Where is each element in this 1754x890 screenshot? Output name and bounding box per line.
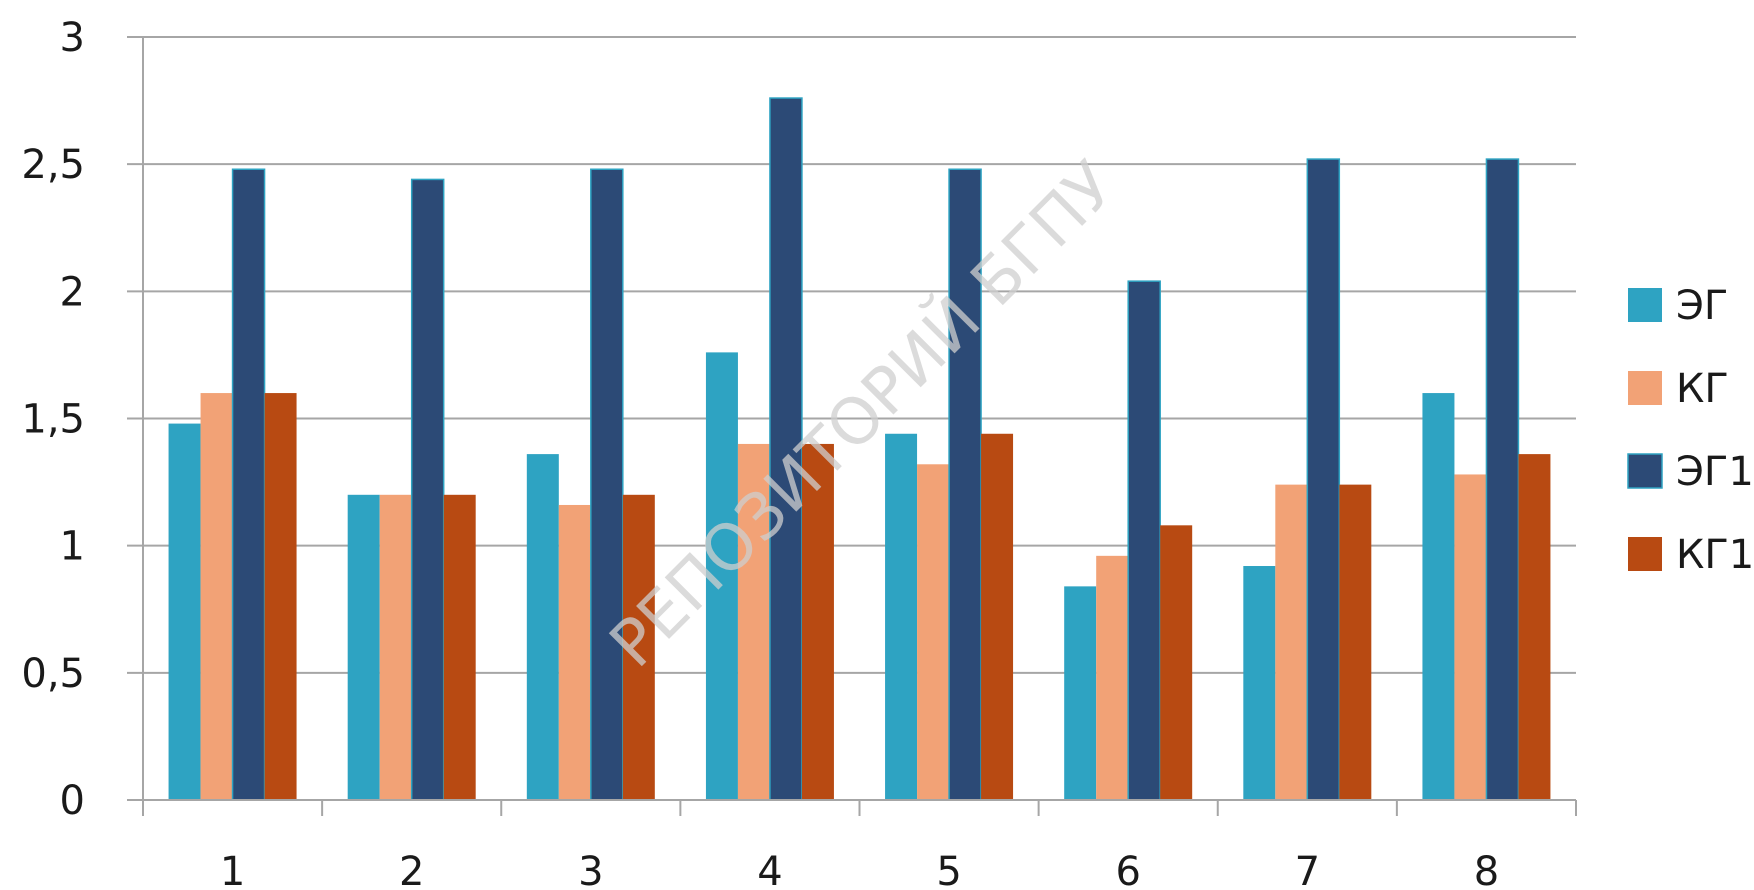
bar-КГ-5 (917, 464, 950, 800)
bar-КГ1-8 (1518, 454, 1551, 800)
bar-КГ1-6 (1160, 525, 1193, 800)
x-tick-label: 8 (1474, 849, 1499, 890)
bar-ЭГ-8 (1422, 393, 1455, 800)
y-tick-label: 1,5 (21, 397, 85, 443)
bar-ЭГ-6 (1064, 586, 1097, 800)
bar-КГ-2 (379, 494, 412, 800)
bar-ЭГ1-6 (1127, 280, 1161, 801)
y-tick-label: 2 (60, 269, 85, 315)
bar-КГ-3 (558, 504, 591, 800)
y-tick-label: 0,5 (21, 651, 85, 697)
legend-label-ЭГ1: ЭГ1 (1676, 449, 1754, 495)
watermark: РЕПОЗИТОРИЙ БГПУ (595, 147, 1130, 682)
bar-ЭГ-3 (526, 454, 559, 800)
bars (168, 97, 1551, 801)
legend-label-ЭГ: ЭГ (1676, 283, 1728, 329)
bar-ЭГ-5 (885, 433, 918, 800)
x-tick-label: 5 (936, 849, 961, 890)
x-tick-label: 3 (578, 849, 603, 890)
bar-ЭГ-7 (1243, 566, 1276, 800)
x-tick-label: 1 (220, 849, 245, 890)
bar-КГ-8 (1454, 474, 1487, 800)
legend-label-КГ: КГ (1676, 366, 1729, 412)
legend-label-КГ1: КГ1 (1676, 532, 1754, 578)
axes (127, 37, 1577, 816)
bar-КГ-7 (1275, 484, 1308, 800)
bar-КГ1-5 (981, 433, 1014, 800)
bar-КГ-6 (1096, 555, 1129, 800)
legend-swatch-ЭГ1 (1627, 453, 1663, 489)
legend: ЭГ КГ ЭГ1 КГ1 (1627, 283, 1754, 578)
bar-КГ1-3 (622, 494, 655, 800)
bar-ЭГ1-3 (590, 168, 624, 801)
bar-ЭГ1-7 (1306, 158, 1341, 801)
y-tick-label: 0 (60, 778, 85, 824)
y-tick-label: 3 (60, 15, 85, 61)
bar-КГ1-2 (443, 494, 476, 800)
bar-КГ1-1 (264, 393, 297, 800)
bar-ЭГ-4 (705, 352, 738, 800)
x-tick-label: 2 (399, 849, 424, 890)
bar-ЭГ-1 (168, 423, 201, 800)
bar-КГ1-4 (801, 443, 834, 800)
bar-КГ-4 (737, 443, 770, 800)
y-tick-label: 2,5 (21, 142, 85, 188)
x-tick-label: 6 (1115, 849, 1140, 890)
bar-КГ1-7 (1339, 484, 1372, 800)
bar-ЭГ1-2 (410, 178, 445, 801)
legend-swatch-КГ1 (1628, 537, 1662, 571)
bar-ЭГ1-1 (231, 168, 266, 801)
bar-ЭГ1-5 (948, 168, 982, 801)
bar-ЭГ-2 (347, 494, 380, 800)
bar-ЭГ1-8 (1485, 158, 1520, 801)
x-tick-label: 7 (1295, 849, 1320, 890)
bar-КГ-1 (200, 393, 233, 800)
legend-swatch-ЭГ (1628, 288, 1662, 322)
x-tick-label: 4 (757, 849, 782, 890)
tick-labels: 0 0,5 1 1,5 2 2,5 3 1 2 3 4 5 6 7 8 (21, 15, 1499, 890)
legend-swatch-КГ (1628, 371, 1662, 405)
y-tick-label: 1 (60, 524, 85, 570)
